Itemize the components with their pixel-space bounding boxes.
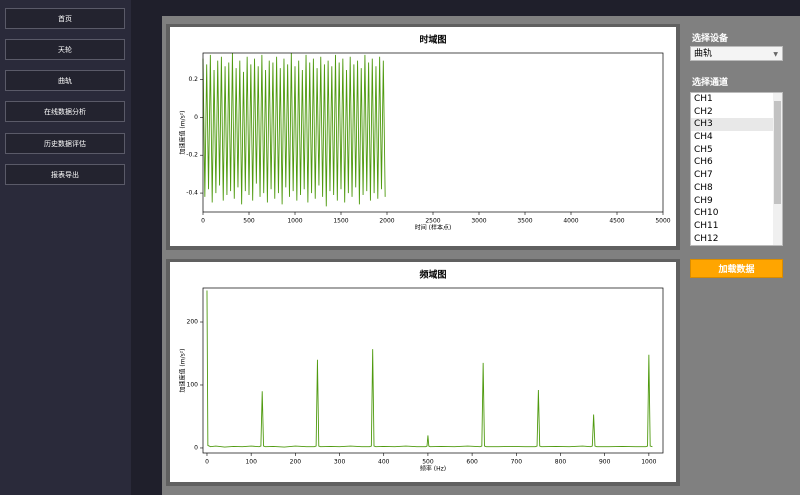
device-value: 曲轨 [694,49,713,59]
x-tick-label: 200 [290,459,302,466]
x-tick-label: 700 [511,459,523,466]
y-tick-label: 0.2 [188,76,198,83]
plot-border [202,287,664,454]
x-tick-label: 600 [466,459,478,466]
channel-item[interactable]: CH7 [694,170,713,181]
channel-item[interactable]: CH10 [694,208,719,219]
y-axis-label: 加速度值 (m/s²) [179,111,187,155]
device-label: 选择设备 [692,34,729,44]
x-tick-label: 0 [205,459,209,466]
channel-label: 选择通道 [692,78,729,88]
x-tick-label: 900 [599,459,611,466]
x-axis-label: 时间 (样本点) [415,224,452,232]
sidebar: 首页天轮曲轨在线数据分析 历史数据评估 报表导出 [0,0,131,495]
channel-item[interactable]: CH12 [694,233,719,244]
x-tick-label: 300 [334,459,346,466]
x-tick-label: 4500 [609,218,624,225]
y-tick-label: 200 [187,319,199,326]
x-axis-label: 频率 (Hz) [420,465,446,473]
data-line [206,290,653,448]
scroll-thumb[interactable] [774,101,781,204]
chart-title: 频域图 [419,269,446,281]
y-tick-label: -0.2 [186,152,198,159]
y-tick-label: 100 [187,381,199,388]
y-tick-label: 0 [194,114,198,121]
channel-item[interactable]: CH6 [694,157,713,168]
nav-button[interactable]: 天轮 [5,39,125,60]
y-tick-label: -0.4 [186,190,198,197]
x-tick-label: 1000 [287,218,302,225]
plot-border [202,52,664,213]
nav-button[interactable]: 报表导出 [5,164,125,185]
channel-list[interactable]: CH1 CH2 CH3 CH4 CH5 CH6 CH7 CH8 CH9 CH10 CH11 CH12 [690,92,783,246]
chart-title: 时域图 [419,34,446,46]
x-tick-label: 100 [245,459,257,466]
x-tick-label: 2500 [425,218,440,225]
channel-item[interactable]: CH4 [694,132,713,143]
x-tick-label: 3000 [471,218,486,225]
channel-item[interactable]: CH3 [691,118,782,132]
channel-item[interactable]: CH8 [694,182,713,193]
nav-button[interactable]: 曲轨 [5,70,125,91]
nav-button[interactable]: 历史数据评估 [5,133,125,154]
y-axis-label: 加速度值 (m/s²) [179,349,187,393]
channel-item[interactable]: CH2 [694,106,713,117]
x-tick-label: 3500 [517,218,532,225]
x-tick-label: 1500 [333,218,348,225]
x-tick-label: 400 [378,459,390,466]
nav-button[interactable]: 首页 [5,8,125,29]
device-select[interactable]: 曲轨 ▼ [690,46,783,61]
channel-item[interactable]: CH5 [694,144,713,155]
x-tick-label: 500 [243,218,255,225]
x-tick-label: 800 [555,459,567,466]
x-tick-label: 5000 [655,218,670,225]
dropdown-arrow: ▼ [773,51,778,58]
channel-item[interactable]: CH11 [694,220,719,231]
x-tick-label: 4000 [563,218,578,225]
y-tick-label: 0 [194,444,198,451]
channel-item[interactable]: CH9 [694,195,713,206]
load-button[interactable]: 加载数据 [690,259,783,278]
x-tick-label: 0 [201,218,205,225]
chart-background [170,262,676,482]
channel-item[interactable]: CH1 [694,94,713,104]
data-line [202,52,386,207]
nav-button[interactable]: 在线数据分析 [5,101,125,122]
x-tick-label: 1000 [641,459,656,466]
x-tick-label: 2000 [379,218,394,225]
x-tick-label: 500 [422,459,434,466]
scrollbar[interactable] [773,93,782,245]
